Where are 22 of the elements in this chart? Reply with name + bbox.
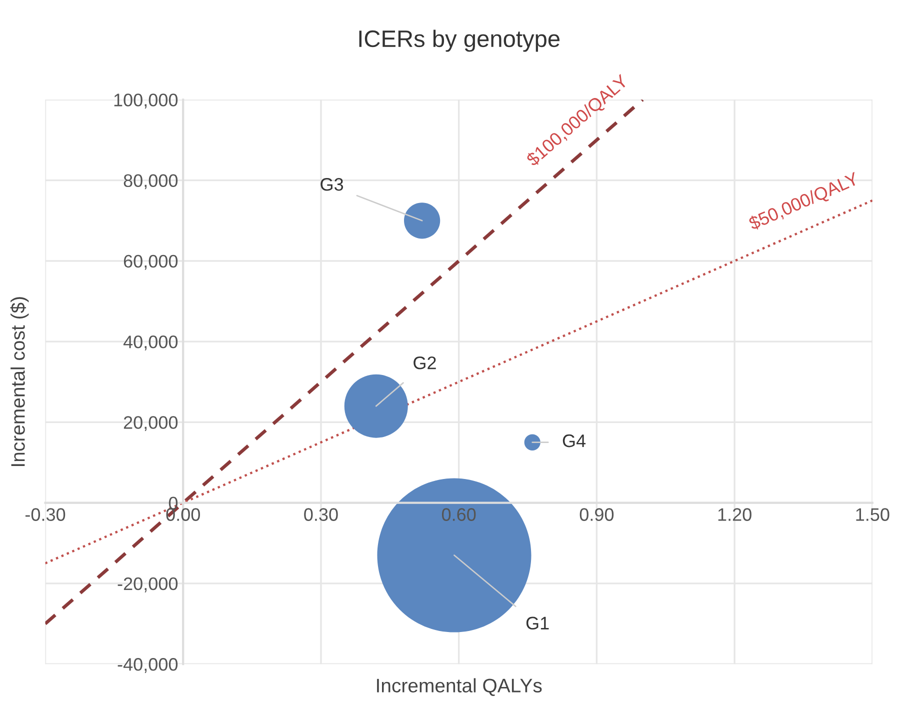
x-axis-title: Incremental QALYs	[377, 678, 542, 696]
chart-title: ICERs by genotype	[359, 30, 560, 52]
x-tick-label: -0.30	[25, 508, 66, 521]
x-tick-label: 1.20	[718, 508, 752, 521]
x-tick-label: 0.60	[442, 508, 476, 521]
x-tick-label: 0.00	[166, 508, 200, 521]
annotation: G3	[320, 178, 344, 191]
y-tick-label: 80,000	[124, 174, 178, 190]
y-axis-title: Incremental cost ($)	[10, 297, 29, 466]
annotation: G1	[526, 616, 549, 630]
y-tick-label: 100,000	[114, 94, 178, 109]
y-tick-label: 40,000	[123, 336, 178, 350]
x-tick-label: 1.50	[856, 508, 890, 521]
annotation: G4	[562, 434, 586, 448]
y-tick-label: -40,000	[118, 658, 178, 673]
y-tick-label: 60,000	[124, 254, 178, 270]
y-tick-label: 0	[168, 496, 178, 510]
annotation: G2	[414, 356, 436, 370]
y-tick-label: -20,000	[118, 577, 178, 592]
x-tick-label: 0.30	[304, 508, 338, 521]
x-tick-label: 0.90	[580, 508, 614, 521]
y-tick-label: 20,000	[124, 416, 178, 432]
